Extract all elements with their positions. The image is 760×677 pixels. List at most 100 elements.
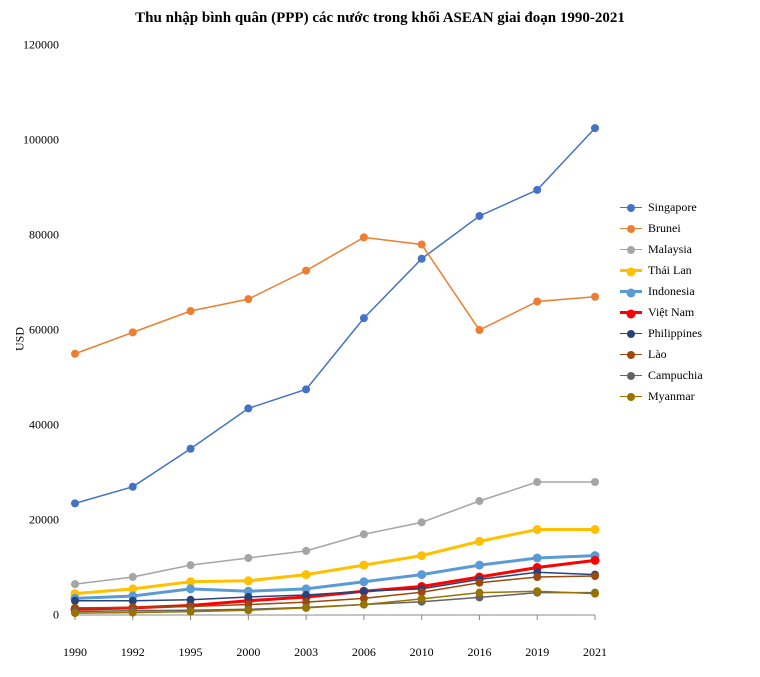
series-marker xyxy=(302,385,310,393)
legend-item: Việt Nam xyxy=(620,305,703,320)
chart-container: Thu nhập bình quân (PPP) các nước trong … xyxy=(0,0,760,677)
y-axis-label: USD xyxy=(13,326,28,350)
series-marker xyxy=(359,577,368,586)
x-tick-label: 2000 xyxy=(236,645,260,660)
series-line xyxy=(75,237,595,353)
series-marker xyxy=(360,587,368,595)
series-marker xyxy=(591,572,599,580)
series-marker xyxy=(533,298,541,306)
legend-label: Thái Lan xyxy=(648,263,692,278)
y-tick-label: 20000 xyxy=(29,513,59,528)
legend-item: Singapore xyxy=(620,200,703,215)
series-marker xyxy=(475,212,483,220)
series-marker xyxy=(187,561,195,569)
x-tick-label: 2016 xyxy=(467,645,491,660)
y-tick-label: 60000 xyxy=(29,323,59,338)
legend-item: Philippines xyxy=(620,326,703,341)
series-marker xyxy=(302,604,310,612)
x-tick-label: 2019 xyxy=(525,645,549,660)
series-marker xyxy=(71,597,79,605)
series-marker xyxy=(302,591,310,599)
legend-marker-icon xyxy=(627,225,635,233)
series-marker xyxy=(475,561,484,570)
legend-item: Campuchia xyxy=(620,368,703,383)
series-marker xyxy=(302,547,310,555)
series-marker xyxy=(418,595,426,603)
series-marker xyxy=(475,497,483,505)
x-tick-label: 1995 xyxy=(179,645,203,660)
legend-label: Campuchia xyxy=(648,368,703,383)
series-marker xyxy=(591,525,600,534)
x-tick-label: 2010 xyxy=(410,645,434,660)
series-marker xyxy=(591,590,599,598)
series-marker xyxy=(417,570,426,579)
legend-marker-icon xyxy=(627,310,636,319)
y-tick-label: 100000 xyxy=(23,133,59,148)
series-marker xyxy=(129,609,137,617)
legend-item: Indonesia xyxy=(620,284,703,299)
y-tick-label: 0 xyxy=(53,608,59,623)
series-marker xyxy=(244,576,253,585)
series-marker xyxy=(129,328,137,336)
legend-marker-icon xyxy=(627,204,635,212)
legend-label: Myanmar xyxy=(648,389,695,404)
series-marker xyxy=(244,606,252,614)
y-tick-label: 120000 xyxy=(23,38,59,53)
x-tick-label: 2003 xyxy=(294,645,318,660)
legend-item: Malaysia xyxy=(620,242,703,257)
series-marker xyxy=(591,556,600,565)
legend-label: Indonesia xyxy=(648,284,695,299)
series-marker xyxy=(360,314,368,322)
legend-swatch xyxy=(620,396,642,397)
series-marker xyxy=(591,293,599,301)
series-marker xyxy=(360,530,368,538)
legend-swatch xyxy=(620,354,642,355)
legend-marker-icon xyxy=(627,246,635,254)
legend-marker-icon xyxy=(627,351,635,359)
legend-swatch xyxy=(620,249,642,250)
legend-swatch xyxy=(620,228,642,229)
series-marker xyxy=(302,267,310,275)
series-marker xyxy=(533,554,542,563)
series-marker xyxy=(359,561,368,570)
series-marker xyxy=(418,241,426,249)
legend-marker-icon xyxy=(627,268,636,277)
legend-marker-icon xyxy=(627,372,635,380)
series-marker xyxy=(475,326,483,334)
legend-item: Lào xyxy=(620,347,703,362)
x-tick-label: 1992 xyxy=(121,645,145,660)
legend-label: Malaysia xyxy=(648,242,692,257)
legend-swatch xyxy=(620,290,642,293)
chart-svg xyxy=(65,40,605,640)
x-tick-label: 2021 xyxy=(583,645,607,660)
series-line xyxy=(75,128,595,503)
series-marker xyxy=(591,478,599,486)
series-marker xyxy=(360,601,368,609)
series-marker xyxy=(533,186,541,194)
series-marker xyxy=(475,589,483,597)
legend-label: Brunei xyxy=(648,221,681,236)
chart-title: Thu nhập bình quân (PPP) các nước trong … xyxy=(0,10,760,27)
legend-item: Thái Lan xyxy=(620,263,703,278)
series-marker xyxy=(71,350,79,358)
series-marker xyxy=(418,255,426,263)
series-marker xyxy=(244,554,252,562)
legend-swatch xyxy=(620,375,642,376)
series-marker xyxy=(244,593,252,601)
series-marker xyxy=(360,233,368,241)
y-tick-label: 80000 xyxy=(29,228,59,243)
legend: Singapore Brunei Malaysia Thái Lan Indonesia… xyxy=(620,200,703,410)
series-marker xyxy=(533,587,541,595)
legend-item: Brunei xyxy=(620,221,703,236)
series-marker xyxy=(533,478,541,486)
series-marker xyxy=(475,537,484,546)
series-marker xyxy=(71,580,79,588)
series-marker xyxy=(187,445,195,453)
series-marker xyxy=(475,579,483,587)
legend-label: Singapore xyxy=(648,200,697,215)
series-marker xyxy=(591,124,599,132)
x-tick-label: 2006 xyxy=(352,645,376,660)
x-tick-label: 1990 xyxy=(63,645,87,660)
legend-marker-icon xyxy=(627,393,635,401)
series-marker xyxy=(244,295,252,303)
